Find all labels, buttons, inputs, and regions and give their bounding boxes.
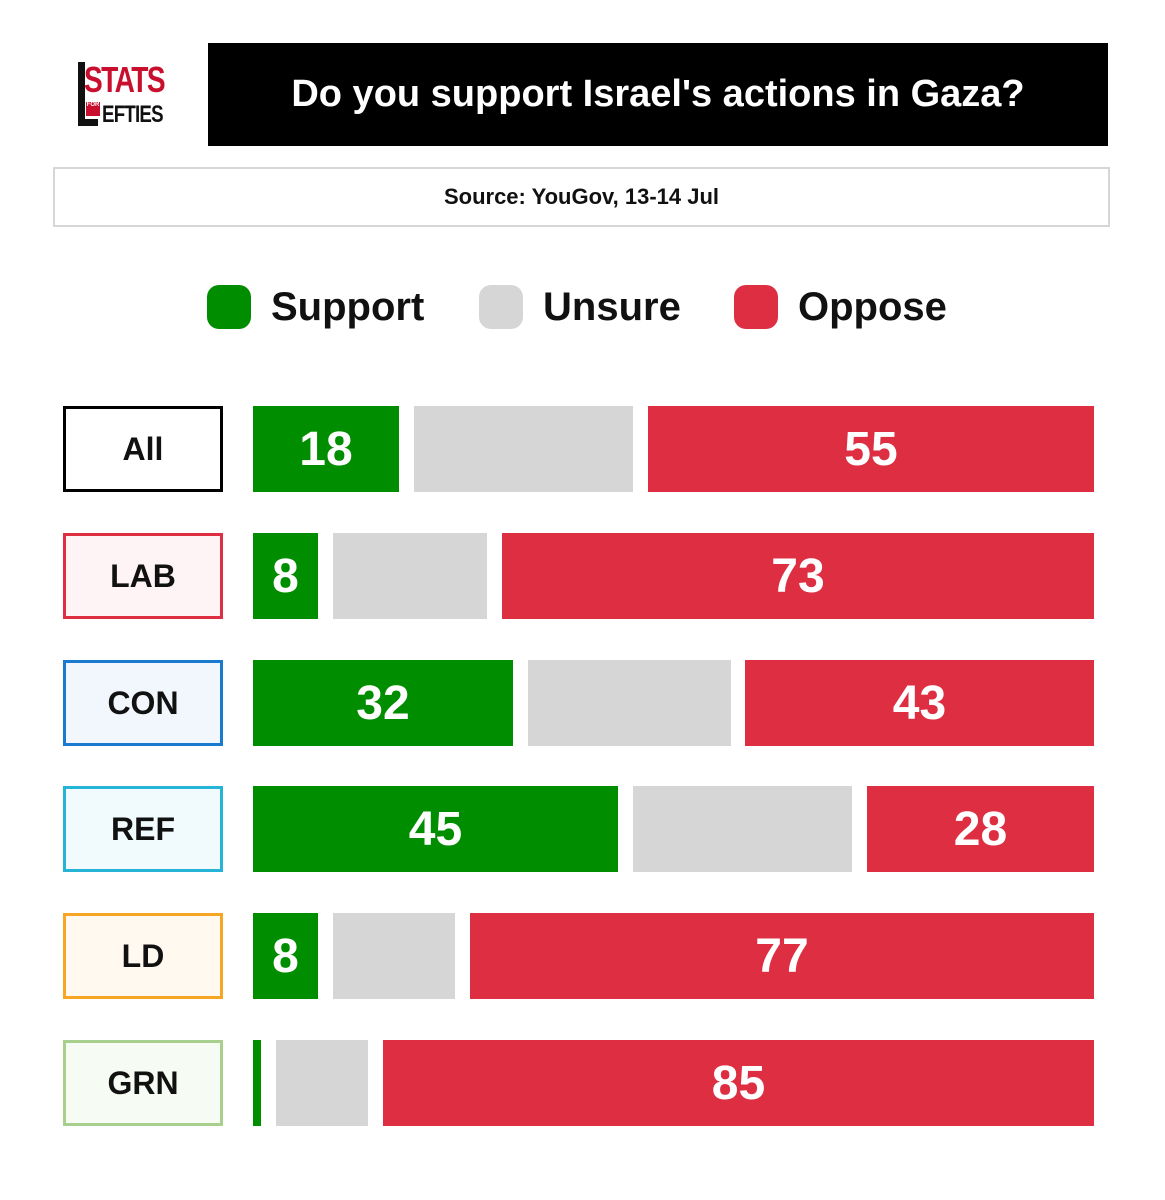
bar-segment-oppose-lab: 73 bbox=[502, 533, 1094, 619]
data-label-oppose-all: 55 bbox=[844, 422, 898, 476]
bar-segment-unsure-con bbox=[528, 660, 731, 746]
bar-segment-support-lab: 8 bbox=[253, 533, 318, 619]
logo-l-foot bbox=[78, 119, 98, 126]
bar-segment-unsure-ld bbox=[333, 913, 455, 999]
bar-row-con: CON 32 43 bbox=[0, 660, 1165, 746]
data-label-oppose-ld: 77 bbox=[755, 929, 809, 983]
bar-segment-unsure-ref bbox=[633, 786, 852, 872]
stats-for-lefties-logo: STATS FOR EFTIES bbox=[74, 60, 174, 132]
bar-row-ld: LD 8 77 bbox=[0, 913, 1165, 999]
bar-segment-support-ref: 45 bbox=[253, 786, 618, 872]
bar-segment-unsure-lab bbox=[333, 533, 487, 619]
bar-segment-oppose-ld: 77 bbox=[470, 913, 1094, 999]
bar-segment-oppose-all: 55 bbox=[648, 406, 1094, 492]
bar-segment-oppose-con: 43 bbox=[745, 660, 1094, 746]
legend-label-support: Support bbox=[271, 285, 425, 329]
data-label-oppose-grn: 85 bbox=[711, 1056, 766, 1110]
bar-segment-unsure-all bbox=[414, 406, 633, 492]
legend-swatch-support bbox=[207, 285, 251, 329]
legend-swatch-oppose bbox=[734, 285, 778, 329]
bar-row-ref: REF 45 28 bbox=[0, 786, 1165, 872]
data-label-support-all: 18 bbox=[299, 422, 353, 476]
data-label-oppose-lab: 73 bbox=[771, 549, 825, 603]
bar-segment-unsure-grn bbox=[276, 1040, 368, 1126]
category-label-lab: LAB bbox=[63, 533, 223, 619]
data-label-oppose-con: 43 bbox=[892, 676, 947, 730]
source-note: Source: YouGov, 13-14 Jul bbox=[53, 167, 1110, 227]
logo-l-stroke bbox=[78, 62, 85, 126]
category-label-con: CON bbox=[63, 660, 223, 746]
bar-row-grn: GRN 85 bbox=[0, 1040, 1165, 1126]
data-label-support-lab: 8 bbox=[272, 549, 299, 603]
bar-segment-oppose-ref: 28 bbox=[867, 786, 1094, 872]
category-label-ref: REF bbox=[63, 786, 223, 872]
logo-stats-text: STATS bbox=[84, 59, 166, 100]
bar-segment-support-grn bbox=[253, 1040, 261, 1126]
data-label-support-con: 32 bbox=[356, 676, 410, 730]
logo-for-badge: FOR bbox=[86, 102, 100, 116]
bar-segment-support-all: 18 bbox=[253, 406, 399, 492]
logo-lefties-text: EFTIES bbox=[102, 101, 164, 128]
bar-segment-oppose-grn: 85 bbox=[383, 1040, 1094, 1126]
bar-row-lab: LAB 8 73 bbox=[0, 533, 1165, 619]
legend-label-unsure: Unsure bbox=[543, 285, 681, 329]
category-label-all: All bbox=[63, 406, 223, 492]
category-label-grn: GRN bbox=[63, 1040, 223, 1126]
bar-segment-support-con: 32 bbox=[253, 660, 513, 746]
bar-row-all: All 18 55 bbox=[0, 406, 1165, 492]
bar-segment-support-ld: 8 bbox=[253, 913, 318, 999]
data-label-oppose-ref: 28 bbox=[953, 802, 1008, 856]
data-label-support-ld: 8 bbox=[272, 929, 299, 983]
legend: Support Unsure Oppose bbox=[0, 282, 1165, 332]
legend-swatch-unsure bbox=[479, 285, 523, 329]
category-label-ld: LD bbox=[63, 913, 223, 999]
chart-title: Do you support Israel's actions in Gaza? bbox=[208, 43, 1108, 146]
data-label-support-ref: 45 bbox=[408, 802, 463, 856]
legend-label-oppose: Oppose bbox=[798, 285, 947, 329]
